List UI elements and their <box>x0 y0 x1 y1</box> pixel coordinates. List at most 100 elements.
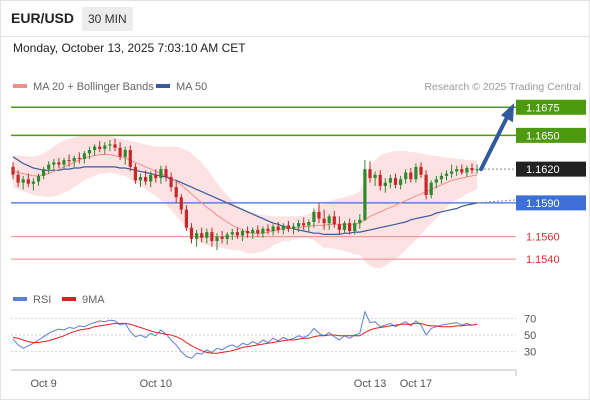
candle-body-73 <box>383 182 387 186</box>
candle-body-74 <box>388 178 392 183</box>
candle-body-15 <box>87 150 92 154</box>
candle-body-52 <box>276 226 280 230</box>
candle-body-9 <box>57 162 61 165</box>
candle-body-87 <box>455 169 459 172</box>
candle-body-55 <box>291 226 296 229</box>
candle-body-80 <box>419 166 423 175</box>
candle-body-63 <box>332 216 336 225</box>
candle-body-51 <box>271 226 275 231</box>
candle-body-56 <box>297 223 301 227</box>
candle-body-35 <box>189 227 194 239</box>
candle-body-68 <box>358 219 362 224</box>
x-tick-label-1: Oct 10 <box>140 378 172 390</box>
level-tag-bg-3 <box>516 195 586 211</box>
candle-body-72 <box>378 174 382 186</box>
candle-body-36 <box>195 233 199 239</box>
candle-body-17 <box>98 146 102 149</box>
rsi-legend-swatch-1 <box>62 297 76 301</box>
rsi-tick-label-0: 70 <box>524 313 536 325</box>
candle-body-1 <box>16 174 20 183</box>
candle-body-18 <box>103 145 107 149</box>
candle-body-13 <box>77 157 81 159</box>
attribution-text: Research © 2025 Trading Central <box>424 81 581 93</box>
projection-arrow-shaft <box>479 117 508 172</box>
candle-body-89 <box>465 168 469 173</box>
legend-label-1: MA 50 <box>176 81 207 93</box>
candle-body-31 <box>169 177 173 188</box>
candle-body-64 <box>337 224 341 230</box>
current-price-tag-bg <box>516 161 586 177</box>
candle-body-10 <box>62 160 66 165</box>
candle-body-34 <box>184 209 188 228</box>
candle-body-19 <box>108 144 112 146</box>
candle-body-53 <box>281 225 285 230</box>
candle-body-81 <box>424 174 428 195</box>
candle-body-23 <box>128 150 132 167</box>
candle-body-45 <box>240 231 245 236</box>
candle-body-76 <box>399 179 403 185</box>
candle-body-14 <box>82 153 86 159</box>
timeframe-badge[interactable]: 30 MIN <box>82 7 133 31</box>
rsi-legend-swatch-0 <box>13 297 27 301</box>
candle-body-33 <box>179 197 183 210</box>
candle-body-39 <box>210 232 214 242</box>
candle-body-88 <box>460 169 464 173</box>
candle-body-40 <box>215 236 219 242</box>
candle-body-32 <box>174 187 178 198</box>
candle-body-67 <box>353 223 357 231</box>
level-label-4: 1.1560 <box>526 232 560 244</box>
candle-body-47 <box>251 229 255 234</box>
candle-body-65 <box>342 223 347 230</box>
rsi-legend-label-0: RSI <box>33 294 51 306</box>
candle-body-41 <box>220 236 224 239</box>
candle-body-30 <box>164 169 168 177</box>
datetime-stamp: Monday, October 13, 2025 7:03:10 AM CET <box>13 41 246 55</box>
legend-swatch-0 <box>13 84 27 88</box>
candle-body-29 <box>159 169 163 179</box>
ma20-line <box>12 154 478 234</box>
level-tag-label-3: 1.1590 <box>526 198 560 210</box>
candle-body-0 <box>11 166 15 175</box>
candle-body-58 <box>307 222 311 226</box>
candle-body-12 <box>72 157 76 162</box>
projection-arrow-head <box>501 103 514 123</box>
candle-body-71 <box>373 174 377 179</box>
candle-body-42 <box>225 234 229 239</box>
candle-body-26 <box>144 177 148 182</box>
candle-body-28 <box>154 174 158 179</box>
candle-body-82 <box>429 182 433 195</box>
candle-body-2 <box>21 179 25 183</box>
candle-body-48 <box>256 229 260 234</box>
candle-body-11 <box>67 160 71 162</box>
candle-body-86 <box>450 171 454 174</box>
candle-body-69 <box>363 169 367 220</box>
rsi-legend-label-1: 9MA <box>82 294 105 306</box>
candle-body-85 <box>444 173 449 176</box>
candle-body-16 <box>93 146 97 150</box>
symbol-title: EUR/USD <box>11 10 75 26</box>
ma50-line <box>12 156 478 235</box>
candle-body-38 <box>205 232 209 238</box>
candle-body-43 <box>230 232 234 235</box>
candle-body-6 <box>42 169 46 176</box>
level-tag-label-1: 1.1650 <box>526 130 560 142</box>
candle-body-57 <box>302 223 306 226</box>
x-tick-label-3: Oct 17 <box>400 378 432 390</box>
legend-label-0: MA 20 + Bollinger Bands <box>33 81 154 93</box>
candle-body-54 <box>286 225 290 229</box>
candle-body-66 <box>348 223 352 231</box>
candle-body-21 <box>118 147 122 157</box>
candle-body-49 <box>261 228 265 234</box>
rsi-tick-label-1: 50 <box>524 330 536 342</box>
candle-body-84 <box>439 175 443 180</box>
rsi-tick-label-2: 30 <box>524 347 536 359</box>
candle-body-5 <box>36 175 41 182</box>
candle-body-59 <box>312 211 316 222</box>
level-tag-bg-1 <box>516 127 586 143</box>
legend-swatch-1 <box>156 84 170 88</box>
candle-body-75 <box>393 178 398 185</box>
x-tick-label-0: Oct 9 <box>30 378 56 390</box>
candle-body-3 <box>26 179 30 184</box>
candle-body-37 <box>200 233 204 238</box>
